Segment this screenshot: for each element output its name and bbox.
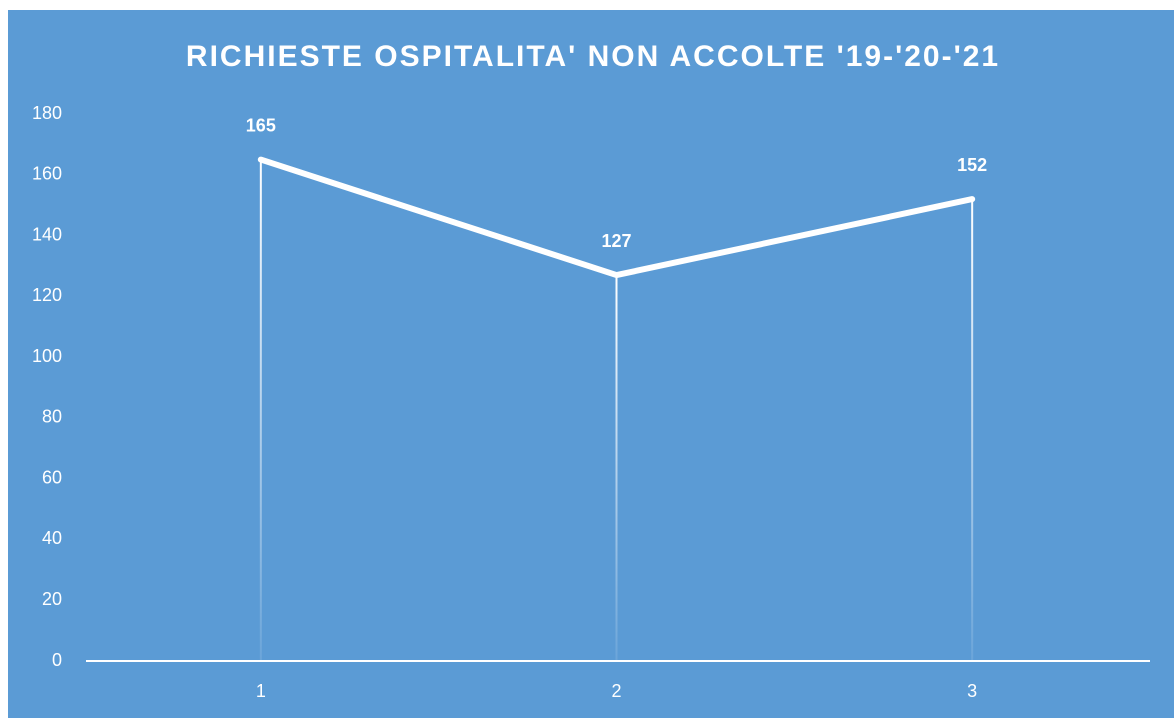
y-tick-label: 120 — [32, 285, 62, 305]
line — [257, 156, 976, 279]
data-label: 165 — [246, 115, 276, 135]
y-tick-label: 100 — [32, 346, 62, 366]
data-label: 152 — [957, 155, 987, 175]
drop-line — [259, 159, 262, 662]
y-tick-label: 180 — [32, 103, 62, 123]
y-tick-label: 40 — [42, 528, 62, 548]
x-tick-label: 3 — [967, 681, 977, 701]
y-tick-label: 140 — [32, 224, 62, 244]
y-tick-label: 0 — [52, 650, 62, 670]
drop-line — [971, 199, 974, 662]
x-tick-label: 1 — [256, 681, 266, 701]
drop-line — [615, 275, 618, 661]
y-tick-label: 160 — [32, 164, 62, 184]
y-tick-label: 80 — [42, 407, 62, 427]
data-label: 127 — [601, 231, 631, 251]
x-tick-label: 2 — [611, 681, 621, 701]
chart-background — [8, 10, 1174, 718]
y-tick-label: 20 — [42, 589, 62, 609]
chart-title: RICHIESTE OSPITALITA' NON ACCOLTE '19-'2… — [186, 40, 1000, 73]
y-tick-label: 60 — [42, 467, 62, 487]
